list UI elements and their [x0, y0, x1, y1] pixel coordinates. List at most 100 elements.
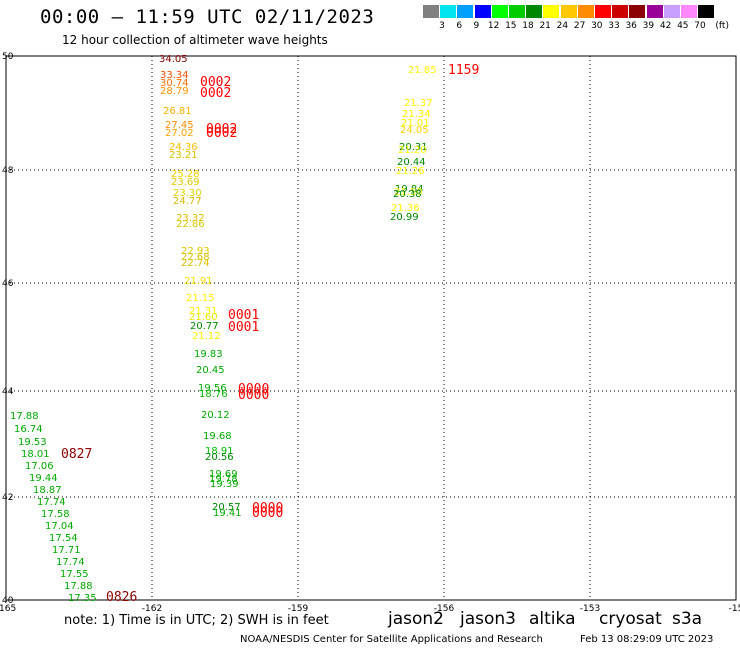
- wave-height-reading: 21.15: [186, 293, 215, 304]
- wave-height-reading: 17.74: [56, 557, 85, 568]
- legend-swatch: [612, 5, 629, 18]
- wave-height-reading: 28.79: [160, 86, 189, 97]
- lon-tick-label: -165: [0, 604, 16, 614]
- lon-tick-label: -156: [434, 604, 455, 614]
- wave-height-reading: 23.21: [169, 150, 198, 161]
- pass-time-label: 0002: [200, 86, 231, 101]
- wave-height-reading: 22.93: [181, 246, 210, 257]
- pass-time-label: 0000: [252, 506, 283, 521]
- legend-swatch: [509, 5, 525, 18]
- legend-label: 30: [591, 21, 603, 31]
- legend-label: 18: [522, 21, 534, 31]
- wave-height-reading: 16.74: [14, 424, 43, 435]
- wave-height-reading: 21.20: [398, 145, 427, 156]
- wave-height-reading: 17.35: [68, 593, 97, 604]
- pass-time-label: 0827: [61, 447, 92, 462]
- wave-height-reading: 17.58: [41, 509, 70, 520]
- legend-swatch: [646, 5, 663, 18]
- wave-height-reading: 17.88: [10, 411, 39, 422]
- wave-height-reading: 21.85: [408, 65, 437, 76]
- wave-height-reading: 34.05: [159, 54, 188, 65]
- legend-swatch: [423, 5, 439, 18]
- wave-height-reading: 20.31: [399, 142, 428, 153]
- wave-height-reading: 17.88: [64, 581, 93, 592]
- wave-height-reading: 23.32: [176, 213, 205, 224]
- legend-label: 39: [642, 21, 655, 31]
- lat-tick-label: 50: [2, 52, 14, 62]
- legend-label: 70: [694, 21, 706, 31]
- legend-label: 45: [677, 21, 689, 31]
- wave-height-reading: 18.76: [199, 389, 228, 400]
- lon-tick-label: -159: [288, 604, 309, 614]
- wave-height-reading: 19.83: [194, 349, 223, 360]
- pass-time-label: 0000: [238, 388, 269, 403]
- wave-height-reading: 25.28: [171, 169, 200, 180]
- legend-swatch: [681, 5, 697, 18]
- wave-height-reading: 22.74: [181, 258, 210, 269]
- page-title: 00:00 – 11:59 UTC 02/11/2023: [40, 6, 375, 28]
- wave-height-reading: 18.01: [21, 449, 50, 460]
- footer-note: note: 1) Time is in UTC; 2) SWH is in fe…: [64, 613, 329, 628]
- legend-label: 15: [505, 21, 517, 31]
- wave-height-reading: 20.56: [205, 452, 234, 463]
- pass-time-label: 0826: [106, 590, 137, 605]
- wave-height-reading: 20.45: [196, 365, 225, 376]
- legend-swatch: [560, 5, 577, 18]
- legend-label: 21: [539, 21, 551, 31]
- pass-time-label: 0000: [238, 382, 269, 397]
- legend-swatch: [491, 5, 508, 18]
- wave-height-reading: 30.74: [160, 78, 189, 89]
- lat-tick-label: 40: [2, 596, 14, 606]
- wave-height-reading: 24.77: [173, 196, 202, 207]
- wave-height-reading: 21.01: [401, 118, 430, 129]
- wave-height-reading: 17.54: [49, 533, 78, 544]
- lat-tick-label: 48: [2, 166, 14, 176]
- wave-height-reading: 19.44: [29, 473, 58, 484]
- wave-height-reading: 26.81: [163, 106, 192, 117]
- wave-height-reading: 22.68: [181, 252, 210, 263]
- map-frame: [5, 55, 737, 601]
- legend-label: 12: [487, 21, 500, 31]
- wave-height-reading: 21.34: [402, 109, 431, 120]
- wave-height-reading: 17.06: [25, 461, 54, 472]
- lat-tick-label: 44: [2, 387, 14, 397]
- legend-label: 33: [608, 21, 620, 31]
- wave-height-reading: 20.57: [212, 502, 241, 513]
- wave-height-reading: 17.04: [45, 521, 74, 532]
- wave-height-reading: 21.91: [184, 276, 213, 287]
- wave-height-reading: 20.99: [390, 212, 419, 223]
- credit-text: NOAA/NESDIS Center for Satellite Applica…: [240, 634, 543, 645]
- wave-height-reading: 17.74: [37, 497, 66, 508]
- legend-swatch: [698, 5, 715, 18]
- lon-tick-label: -162: [142, 604, 162, 614]
- legend-label: 3: [439, 21, 445, 31]
- pass-time-label: 0001: [228, 308, 259, 323]
- page-subtitle: 12 hour collection of altimeter wave hei…: [62, 33, 328, 47]
- wave-height-reading: 19.39: [210, 479, 239, 490]
- wave-height-reading: 21.36: [391, 203, 420, 214]
- wave-height-reading: 19.53: [18, 437, 47, 448]
- wave-height-reading: 21.31: [189, 306, 218, 317]
- wave-height-reading: 19.41: [213, 508, 242, 519]
- legend-unit: (ft): [715, 21, 729, 31]
- wave-height-reading: 20.44: [397, 157, 426, 168]
- generated-timestamp: Feb 13 08:29:09 UTC 2023: [580, 634, 714, 645]
- wave-height-reading: 33.34: [160, 70, 189, 81]
- wave-height-reading: 21.12: [192, 331, 221, 342]
- wave-height-reading: 21.37: [404, 98, 433, 109]
- wave-height-reading: 19.78: [209, 474, 238, 485]
- wave-height-reading: 27.02: [165, 128, 194, 139]
- pass-time-label: 0002: [206, 122, 237, 137]
- lat-tick-label: 42: [2, 493, 13, 503]
- pass-time-label: 1159: [448, 63, 479, 78]
- wave-height-reading: 21.26: [396, 166, 425, 177]
- wave-height-reading: 19.56: [198, 383, 227, 394]
- wave-height-reading: 22.86: [176, 219, 205, 230]
- legend-swatch: [595, 5, 611, 18]
- legend-cryosat: cryosat: [599, 609, 662, 629]
- legend-label: 42: [659, 21, 672, 31]
- wave-height-reading: 17.55: [60, 569, 89, 580]
- legend-label: 6: [456, 21, 463, 31]
- legend-altika: altika: [529, 609, 576, 629]
